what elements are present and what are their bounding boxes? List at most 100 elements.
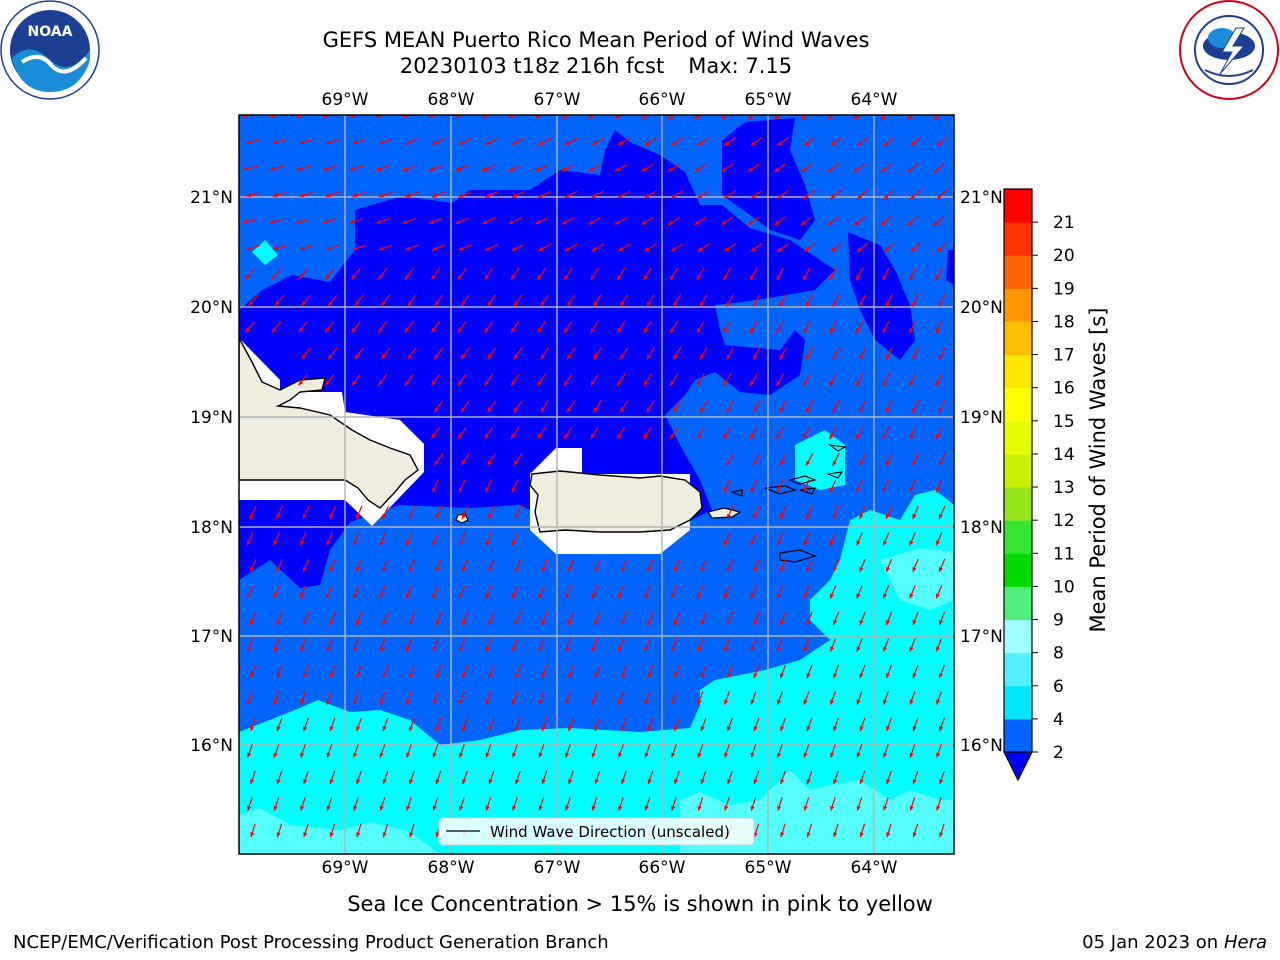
colorbar-tick-label: 12: [1053, 511, 1075, 531]
wind-arrow-head: [671, 593, 676, 599]
wind-arrow-head: [299, 193, 305, 198]
wind-arrow-head: [723, 381, 728, 386]
wind-arrow-head: [936, 141, 942, 147]
wind-arrow-head: [933, 115, 939, 120]
wind-arrow-head: [250, 726, 255, 732]
wind-arrow-head: [883, 805, 888, 811]
wind-arrow-head: [407, 354, 413, 360]
wind-arrow-head: [325, 193, 331, 198]
wind-arrow-head: [353, 752, 358, 758]
wind-arrow-head: [537, 274, 542, 280]
wind-arrow-head: [723, 328, 728, 333]
wind-arrow-head: [273, 752, 278, 758]
wind-arrow-head: [721, 167, 727, 172]
wind-arrow-head: [432, 540, 437, 546]
colorbar-tick-label: 13: [1053, 478, 1075, 498]
wind-arrow-head: [375, 219, 381, 224]
wind-arrow-head: [909, 805, 914, 811]
wind-arrow-head: [777, 805, 782, 811]
wind-arrow-head: [379, 752, 384, 758]
wind-arrow-head: [854, 167, 859, 173]
wind-arrow-head: [381, 301, 386, 307]
wind-arrow-head: [435, 513, 440, 519]
wind-arrow-head: [459, 593, 464, 599]
wind-arrow-head: [776, 381, 781, 387]
wind-arrow-head: [485, 805, 490, 811]
colorbar-segment: [1004, 354, 1032, 389]
colorbar-segment: [1004, 685, 1032, 720]
wind-arrow-head: [935, 434, 940, 440]
wind-arrow-head: [487, 460, 492, 466]
wind-arrow-head: [885, 301, 890, 307]
wind-arrow-head: [859, 726, 864, 732]
wind-arrow-head: [247, 540, 251, 546]
wind-arrow-head: [353, 540, 357, 546]
wind-arrow-head: [883, 593, 888, 599]
wind-arrow-head: [647, 673, 652, 678]
wind-arrow-head: [568, 566, 572, 572]
wind-arrow-head: [515, 726, 520, 732]
wind-arrow-head: [886, 566, 890, 572]
wind-arrow-head: [591, 140, 597, 145]
wind-arrow-head: [272, 193, 278, 198]
wind-arrow-head: [646, 301, 651, 307]
wind-arrow-head: [378, 193, 384, 198]
wind-arrow-head: [594, 779, 599, 785]
wind-arrow-head: [485, 246, 491, 251]
wind-arrow-head: [457, 274, 463, 280]
wind-arrow-head: [803, 540, 808, 546]
wind-arrow-head: [588, 167, 594, 172]
wind-arrow-head: [250, 779, 255, 785]
wind-arrow-head: [910, 141, 916, 147]
wind-arrow-head: [568, 673, 573, 678]
wind-arrow-head: [803, 699, 808, 705]
wind-arrow-head: [882, 328, 887, 334]
wind-arrow-head: [300, 593, 305, 599]
legend-label: Wind Wave Direction (unscaled): [490, 823, 730, 841]
wind-arrow-head: [697, 194, 703, 199]
wind-arrow-head: [301, 354, 307, 359]
colorbar-segment: [1004, 387, 1032, 422]
wind-arrow-head: [700, 673, 705, 678]
wind-arrow-head: [591, 805, 596, 811]
wind-arrow-head: [803, 593, 808, 599]
lat-tick-right: 16°N: [960, 736, 1003, 756]
wind-arrow-head: [488, 620, 493, 625]
wind-arrow-head: [276, 620, 281, 625]
wind-arrow-head: [780, 673, 785, 678]
wind-arrow-head: [250, 832, 255, 838]
colorbar-tick-label: 14: [1053, 445, 1075, 465]
wind-arrow-head: [402, 219, 408, 224]
wind-arrow-head: [885, 407, 890, 413]
wind-arrow-head: [880, 168, 886, 173]
wind-arrow-head: [697, 752, 702, 758]
wind-arrow-head: [381, 354, 386, 360]
lat-tick-right: 21°N: [960, 188, 1003, 208]
wind-arrow-head: [300, 646, 305, 652]
wind-arrow-head: [303, 566, 307, 572]
wind-wave-direction-arrows: [243, 115, 948, 838]
wind-arrow-head: [250, 566, 254, 572]
wind-arrow-head: [644, 593, 649, 599]
wind-arrow-head: [641, 167, 647, 172]
wind-arrow-head: [485, 646, 490, 652]
colorbar-label: Mean Period of Wind Waves [s]: [1086, 308, 1110, 633]
wind-arrow-head: [694, 167, 700, 172]
chart-subtitle: 20230103 t18z 216h fcst Max: 7.15: [0, 54, 1192, 78]
wind-arrow-head: [753, 513, 758, 519]
wind-arrow-head: [671, 141, 676, 146]
wind-arrow-head: [404, 380, 410, 386]
colorbar-tick-label: 11: [1053, 544, 1075, 564]
wind-arrow-head: [774, 115, 780, 120]
wind-arrow-head: [830, 593, 835, 599]
colorbar-tick-label: 2: [1053, 743, 1064, 763]
wind-arrow-head: [591, 699, 596, 705]
wind-arrow-head: [777, 194, 783, 199]
colorbar-segment: [1004, 321, 1032, 356]
wind-arrow-head: [617, 140, 623, 145]
wind-arrow-head: [880, 115, 886, 120]
wind-arrow-head: [859, 407, 864, 413]
map-legend: Wind Wave Direction (unscaled): [438, 817, 755, 846]
wind-arrow-head: [296, 219, 302, 224]
wind-arrow-head: [276, 832, 281, 838]
